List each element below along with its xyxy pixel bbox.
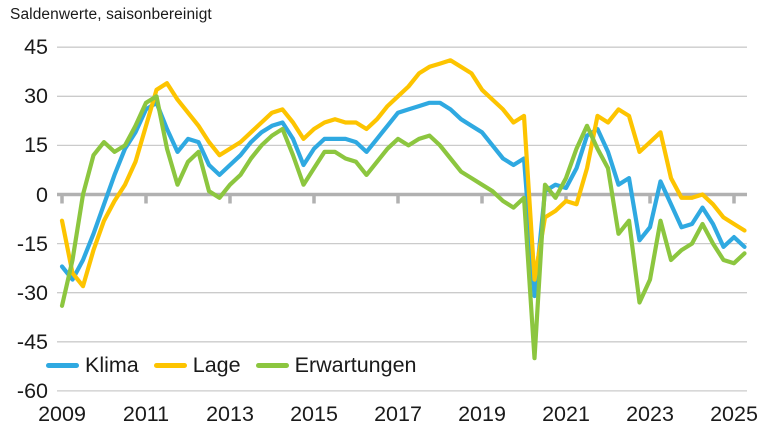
y-axis-label: -45	[16, 329, 48, 354]
legend-label-klima: Klima	[85, 353, 139, 377]
legend: Klima Lage Erwartungen	[46, 352, 432, 378]
x-axis-label: 2025	[710, 402, 758, 426]
x-axis-label: 2011	[122, 402, 170, 426]
legend-item-erwartungen: Erwartungen	[255, 352, 417, 378]
y-axis-label: -30	[16, 280, 48, 305]
legend-label-lage: Lage	[192, 353, 241, 377]
series-line-erwartungen	[59, 94, 747, 361]
y-axis-label: 15	[24, 133, 48, 158]
klima-line-swatch-icon	[46, 362, 79, 368]
series-line-klima	[59, 100, 747, 299]
x-axis-label: 2009	[38, 402, 86, 426]
y-axis-label: 0	[36, 182, 48, 207]
y-axis-label: -15	[16, 231, 48, 256]
x-axis-label: 2023	[626, 402, 674, 426]
y-axis-label: 45	[24, 35, 48, 60]
x-axis-label: 2021	[542, 402, 590, 426]
y-axis-label: -60	[16, 378, 48, 403]
legend-item-lage: Lage	[153, 352, 241, 378]
x-axis-label: 2017	[374, 402, 422, 426]
x-axis-label: 2015	[290, 402, 338, 426]
legend-label-erwartungen: Erwartungen	[294, 353, 417, 377]
x-axis-label: 2019	[458, 402, 506, 426]
y-axis-label: 30	[24, 84, 48, 109]
series-line-lage	[59, 58, 747, 289]
x-axis-label: 2013	[206, 402, 254, 426]
erwartungen-line-swatch-icon	[255, 362, 289, 368]
chart-title: Saldenwerte, saisonbereinigt	[10, 6, 212, 23]
lage-line-swatch-icon	[153, 362, 187, 368]
legend-item-klima: Klima	[46, 352, 139, 378]
